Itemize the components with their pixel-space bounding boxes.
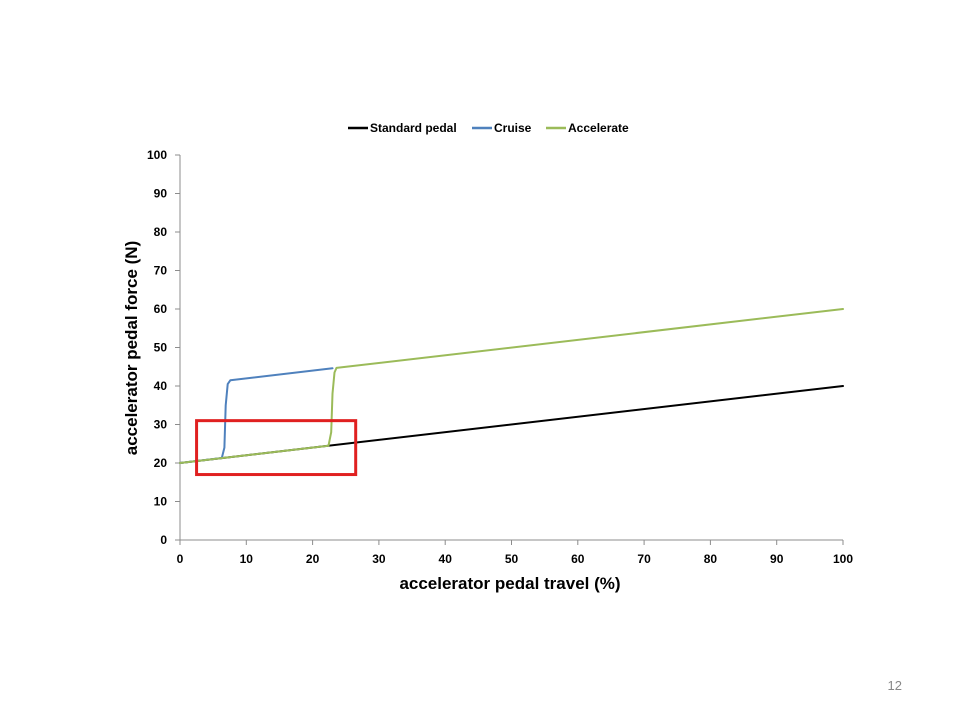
y-tick-label: 20 <box>154 456 168 470</box>
y-tick-label: 50 <box>154 341 168 355</box>
x-tick-label: 30 <box>372 552 386 566</box>
x-tick-label: 70 <box>637 552 651 566</box>
y-tick-label: 90 <box>154 187 168 201</box>
plot-lines <box>179 308 844 464</box>
x-tick-label: 20 <box>306 552 320 566</box>
legend-label-standard-pedal: Standard pedal <box>370 121 457 135</box>
series-line-accelerate <box>179 308 844 464</box>
x-tick-label: 60 <box>571 552 585 566</box>
y-tick-label: 10 <box>154 495 168 509</box>
legend-label-accelerate: Accelerate <box>568 121 629 135</box>
chart-annotations <box>195 419 358 477</box>
legend-label-cruise: Cruise <box>494 121 532 135</box>
x-tick-label: 80 <box>704 552 718 566</box>
x-axis-title: accelerator pedal travel (%) <box>399 574 620 593</box>
x-tick-label: 100 <box>833 552 853 566</box>
y-axis-title: accelerator pedal force (N) <box>122 241 141 455</box>
y-tick-label: 60 <box>154 302 168 316</box>
x-tick-label: 0 <box>177 552 184 566</box>
x-tick-label: 50 <box>505 552 519 566</box>
y-tick-label: 40 <box>154 379 168 393</box>
y-tick-label: 80 <box>154 225 168 239</box>
chart-axes: 0 10 20 30 40 50 60 70 80 90 100 0 10 20 30 40 50 60 70 80 9… <box>147 148 853 566</box>
chart-legend: Standard pedal Cruise Accelerate <box>348 121 629 135</box>
x-tick-label: 90 <box>770 552 784 566</box>
highlight-box <box>195 419 358 477</box>
y-tick-label: 30 <box>154 418 168 432</box>
slide-number: 12 <box>887 678 902 693</box>
y-tick-label: 0 <box>160 533 167 547</box>
x-tick-label: 40 <box>439 552 453 566</box>
x-tick-label: 10 <box>240 552 254 566</box>
y-tick-label: 70 <box>154 264 168 278</box>
y-tick-label: 100 <box>147 148 167 162</box>
